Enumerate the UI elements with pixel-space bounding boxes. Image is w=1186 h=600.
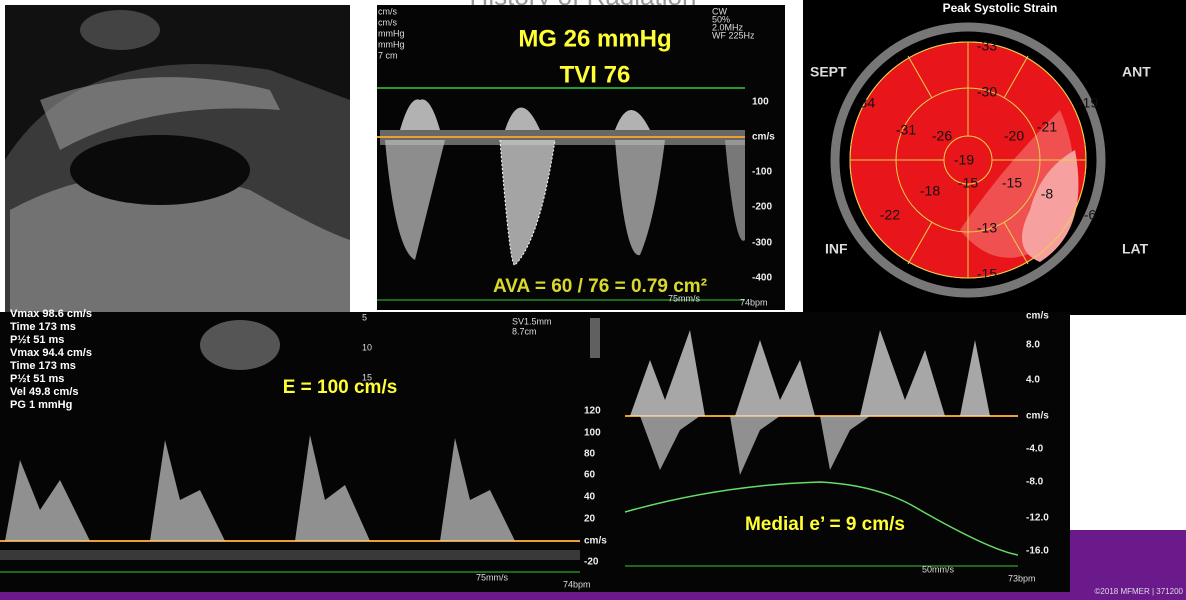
wall-label: INF	[825, 241, 848, 257]
scale-label: cm/s	[752, 132, 775, 143]
echo-image	[5, 5, 350, 312]
measurement: P½t 51 ms	[10, 334, 64, 346]
scale-label: -400	[752, 273, 772, 284]
scale-label: -200	[752, 202, 772, 213]
scale-label: -4.0	[1026, 444, 1044, 455]
strain-value: -21	[1037, 119, 1057, 135]
scale-label: 20	[584, 514, 596, 525]
scale-label: 60	[584, 470, 596, 481]
setting-label: cm/s	[378, 6, 397, 16]
scale-label: 8.0	[1026, 340, 1040, 351]
footer: ©2018 MFMER | 371200	[1095, 587, 1184, 596]
sweep-speed: 75mm/s	[668, 293, 701, 303]
wall-label: SEPT	[810, 64, 847, 80]
slide: ©2018 MFMER | 371200 History of Radiatio…	[0, 0, 1186, 600]
heart-rate: 74bpm	[563, 579, 591, 589]
setting-label: mmHg	[378, 39, 405, 49]
scale-label: 40	[584, 492, 596, 503]
strain-value: -30	[977, 84, 997, 100]
scale-label: 4.0	[1026, 375, 1040, 386]
strain-value: -18	[920, 183, 940, 199]
mitral-doppler	[0, 312, 625, 592]
measurement: Vmax 98.6 cm/s	[10, 308, 92, 320]
measurement: Time 173 ms	[10, 360, 76, 372]
depth-label: 5	[362, 312, 367, 322]
depth-label: 10	[362, 342, 372, 352]
sample-label: 8.7cm	[512, 326, 537, 336]
strain-value: -15	[958, 175, 978, 191]
scale-label: -8.0	[1026, 477, 1044, 488]
scale-label: cm/s	[1026, 411, 1049, 422]
scale-label: -12.0	[1026, 513, 1049, 524]
wall-label: LAT	[1122, 241, 1149, 257]
setting-label: mmHg	[378, 28, 405, 38]
strain-value: -22	[880, 207, 900, 223]
strain-value: -15	[1002, 175, 1022, 191]
mean-gradient: MG 26 mmHg	[518, 25, 671, 52]
strain-value: -20	[1004, 128, 1024, 144]
strain-title: Peak Systolic Strain	[943, 1, 1058, 15]
strain-value: -13	[977, 220, 997, 236]
scale-label: -20	[584, 557, 599, 568]
e-velocity: E = 100 cm/s	[283, 377, 398, 398]
e-prime: Medial e’ = 9 cm/s	[745, 514, 905, 535]
measurement: Time 173 ms	[10, 321, 76, 333]
strain-value: -33	[977, 38, 997, 54]
heart-rate: 74bpm	[740, 297, 768, 307]
sweep-speed: 50mm/s	[922, 564, 955, 574]
measurement: Vmax 94.4 cm/s	[10, 347, 92, 359]
scale-label: -16.0	[1026, 546, 1049, 557]
measurement: Vel 49.8 cm/s	[10, 386, 79, 398]
wall-label: ANT	[1122, 64, 1151, 80]
scale-label: -100	[752, 167, 772, 178]
strain-value: -19	[954, 152, 974, 168]
strain-value: -15	[977, 266, 997, 282]
sweep-speed: 75mm/s	[476, 572, 509, 582]
tissue-doppler	[625, 312, 1070, 592]
strain-value: -19	[1078, 95, 1098, 111]
setting-label: cm/s	[378, 17, 397, 27]
scale-label: cm/s	[1026, 311, 1049, 322]
scale-label: -300	[752, 238, 772, 249]
strain-value: -26	[932, 128, 952, 144]
strain-value: -31	[896, 122, 916, 138]
scale-label: 100	[584, 428, 601, 439]
setting-label: 7 cm	[378, 50, 398, 60]
heart-rate: 73bpm	[1008, 573, 1036, 583]
scale-label: cm/s	[584, 536, 607, 547]
strain-value: -6	[1084, 207, 1097, 223]
setting-label: WF 225Hz	[712, 30, 755, 40]
measurement: P½t 51 ms	[10, 373, 64, 385]
scale-label: 80	[584, 449, 596, 460]
tvi: TVI 76	[560, 61, 631, 88]
strain-value: -8	[1041, 186, 1054, 202]
scale-label: 100	[752, 97, 769, 108]
scale-label: 120	[584, 406, 601, 417]
measurement: PG 1 mmHg	[10, 399, 72, 411]
strain-value: -34	[855, 95, 875, 111]
sample-label: SV1.5mm	[512, 316, 552, 326]
